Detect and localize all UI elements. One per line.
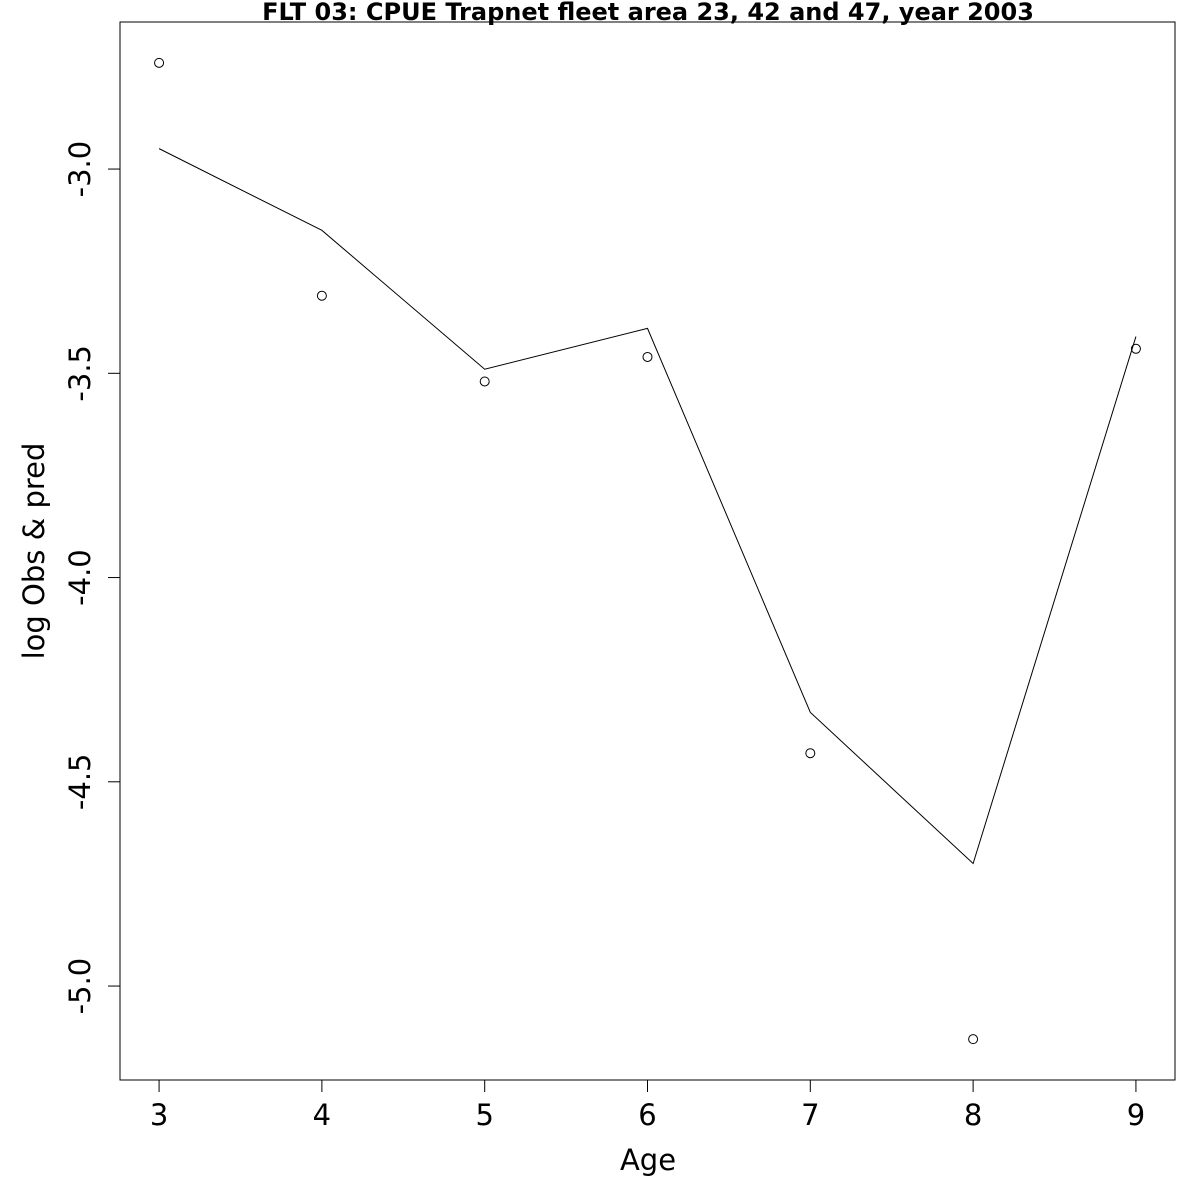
- x-tick-label: 8: [964, 1098, 982, 1132]
- y-tick-label: -5.0: [63, 958, 97, 1015]
- y-tick-label: -4.0: [63, 549, 97, 606]
- y-tick-label: -4.5: [63, 754, 97, 811]
- x-tick-label: 9: [1127, 1098, 1145, 1132]
- observed-point: [479, 376, 490, 387]
- y-tick-label: -3.5: [63, 345, 97, 402]
- x-axis: 3 4 5 6 7 8 9: [150, 1080, 1145, 1132]
- observed-points: [154, 57, 1141, 1045]
- plot-frame: [119, 21, 1176, 1081]
- observed-point: [805, 748, 816, 759]
- x-tick-label: 3: [150, 1098, 168, 1132]
- observed-point: [1130, 343, 1141, 354]
- observed-point: [968, 1034, 979, 1045]
- observed-point: [154, 57, 165, 68]
- observed-point: [642, 351, 653, 362]
- y-tick-label: -3.0: [63, 141, 97, 198]
- x-tick-label: 4: [313, 1098, 331, 1132]
- x-tick-label: 7: [801, 1098, 819, 1132]
- observed-point: [316, 290, 327, 301]
- predicted-line: [158, 148, 1137, 865]
- y-axis-label: log Obs & pred: [17, 443, 51, 660]
- y-axis: -5.0 -4.5 -4.0 -3.5 -3.0: [63, 141, 120, 1015]
- x-axis-label: Age: [620, 1143, 676, 1177]
- x-tick-label: 6: [638, 1098, 656, 1132]
- x-tick-label: 5: [475, 1098, 493, 1132]
